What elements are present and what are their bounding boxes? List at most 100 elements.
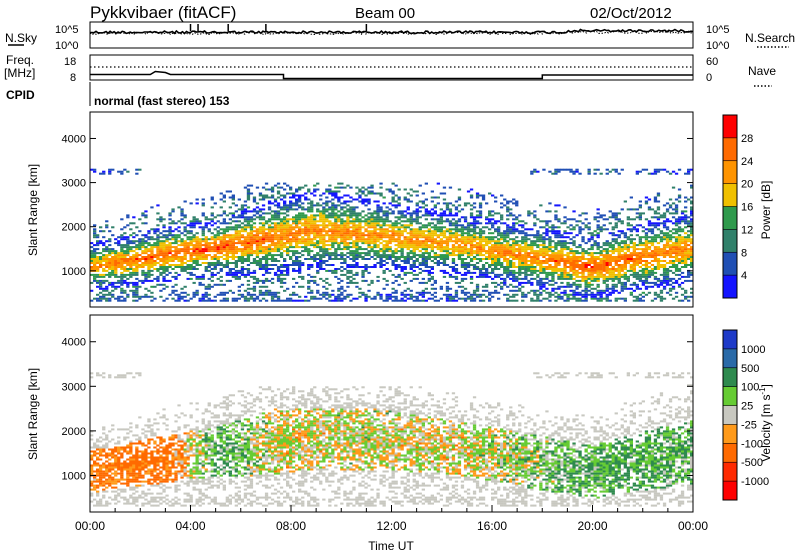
power-cell	[503, 248, 507, 251]
power-cell	[457, 256, 462, 258]
power-cell	[539, 250, 543, 253]
power-cell	[144, 264, 148, 266]
power-cell	[270, 277, 275, 280]
power-cell	[587, 226, 591, 229]
power-cell	[340, 234, 344, 237]
power-cell	[99, 297, 103, 300]
power-cell	[240, 226, 245, 229]
power-cell	[542, 254, 546, 257]
power-cell	[150, 244, 154, 247]
power-cell	[388, 234, 392, 237]
power-cell	[376, 214, 380, 217]
power-cell	[608, 264, 612, 266]
power-cell	[373, 226, 377, 229]
power-cell	[563, 262, 567, 264]
power-cell	[403, 196, 407, 199]
power-cell	[286, 206, 290, 209]
power-cell	[382, 271, 386, 274]
power-cell	[584, 269, 588, 272]
power-cell	[144, 279, 148, 282]
power-cell	[138, 295, 142, 298]
power-cell	[454, 238, 459, 241]
power-cell	[373, 230, 377, 233]
power-cell	[415, 240, 419, 243]
power-cell	[472, 224, 477, 227]
power-cell	[463, 262, 468, 264]
power-cell	[252, 289, 257, 292]
power-cell	[159, 268, 163, 270]
power-cell	[509, 266, 513, 268]
power-cell	[120, 262, 124, 264]
power-cell	[252, 281, 257, 284]
power-cell	[255, 230, 260, 233]
power-cell	[352, 240, 356, 243]
power-cell	[430, 260, 434, 262]
power-cell	[252, 200, 257, 203]
power-cell	[283, 250, 287, 253]
power-cell	[153, 264, 157, 266]
power-cell	[195, 254, 199, 257]
power-cell	[102, 258, 106, 260]
power-cell	[319, 266, 323, 268]
power-cell	[102, 293, 106, 296]
power-cell	[334, 190, 338, 193]
power-cell	[382, 224, 386, 227]
power-cell	[273, 260, 278, 262]
power-cell	[319, 277, 323, 280]
power-cell	[566, 252, 570, 255]
power-cell	[108, 262, 112, 264]
power-cell	[557, 168, 561, 171]
power-cell	[228, 190, 232, 193]
power-cell	[521, 246, 525, 249]
power-cell	[560, 242, 564, 245]
power-cell	[382, 254, 386, 257]
power-cell	[608, 293, 612, 296]
power-cell	[255, 250, 260, 253]
power-cell	[485, 269, 489, 272]
power-cell	[267, 271, 272, 274]
power-cell	[415, 260, 419, 262]
power-cell	[328, 283, 332, 286]
power-cell	[301, 224, 305, 227]
power-cell	[228, 242, 232, 245]
power-cell	[590, 297, 594, 300]
power-cell	[530, 240, 534, 243]
power-cell	[430, 240, 434, 243]
power-cell	[451, 297, 456, 300]
power-cell	[183, 244, 187, 247]
power-cell	[491, 218, 495, 221]
power-cell	[346, 200, 350, 203]
power-cell	[249, 220, 254, 223]
power-cell	[602, 275, 606, 278]
power-cell	[301, 238, 305, 241]
power-cell	[542, 285, 546, 288]
power-cell	[512, 254, 516, 257]
power-cell	[557, 293, 561, 296]
power-cell	[554, 210, 558, 213]
power-cell	[608, 254, 612, 257]
power-cell	[252, 214, 257, 217]
power-cell	[563, 168, 567, 171]
power-cell	[180, 248, 184, 251]
power-cell	[518, 248, 522, 251]
power-cell	[349, 281, 353, 284]
power-cell	[138, 254, 142, 257]
freq-label-line1: Freq.	[6, 53, 34, 67]
power-cell	[494, 196, 498, 199]
power-cell	[466, 266, 471, 268]
power-cell	[228, 273, 232, 276]
power-cell	[346, 226, 350, 229]
power-cell	[587, 264, 591, 266]
power-cell	[225, 258, 229, 260]
power-cell	[409, 222, 413, 225]
power-cell	[295, 242, 299, 245]
power-cell	[201, 256, 205, 258]
power-cell	[409, 214, 413, 217]
power-cell	[494, 230, 498, 233]
power-cell	[222, 248, 226, 251]
power-cell	[153, 268, 157, 270]
power-cell	[358, 190, 362, 193]
power-cell	[310, 192, 314, 195]
power-cell	[337, 299, 341, 302]
power-cell	[316, 269, 320, 272]
